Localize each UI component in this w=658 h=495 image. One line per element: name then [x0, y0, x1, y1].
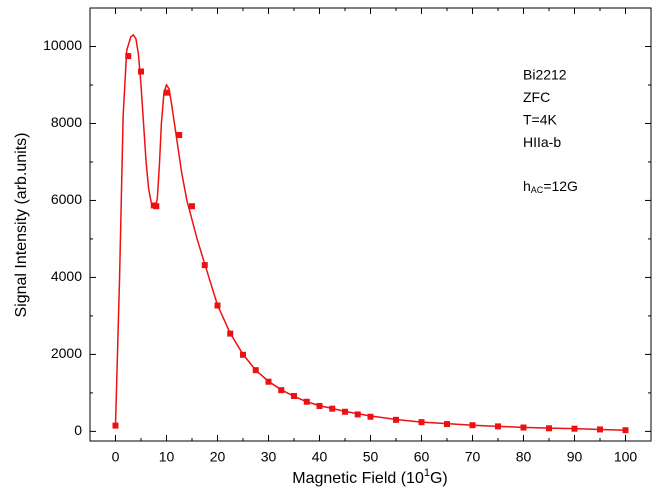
y-tick-label: 2000	[51, 345, 82, 361]
x-tick-label: 100	[614, 449, 638, 465]
annotation: Bi2212	[523, 67, 567, 83]
x-tick-label: 60	[414, 449, 430, 465]
annotation: HIIa-b	[523, 134, 561, 150]
annotation: hAC=12G	[523, 178, 578, 196]
data-point	[189, 203, 195, 210]
plot-frame	[89, 7, 652, 442]
x-axis-label: Magnetic Field (101G)	[292, 467, 448, 487]
y-tick-label: 10000	[43, 37, 82, 53]
y-tick-label: 0	[74, 422, 82, 438]
annotation: T=4K	[523, 112, 558, 128]
x-tick-label: 90	[567, 449, 583, 465]
x-tick-label: 30	[261, 449, 277, 465]
data-point	[138, 68, 144, 75]
y-tick-label: 6000	[51, 191, 82, 207]
x-tick-label: 70	[465, 449, 481, 465]
y-tick-label: 4000	[51, 268, 82, 284]
x-axis-label-rest: G)	[430, 470, 448, 487]
data-point	[367, 413, 374, 420]
data-point	[176, 132, 183, 139]
x-tick-label: 40	[312, 449, 328, 465]
annotation-text: h	[523, 178, 531, 194]
y-tick-label: 8000	[51, 114, 82, 130]
annotation-sub: AC	[531, 185, 544, 195]
x-tick-label: 80	[516, 449, 532, 465]
data-point	[163, 89, 170, 96]
x-tick-label: 20	[210, 449, 226, 465]
annotation: ZFC	[523, 89, 550, 105]
x-axis-label-sup: 1	[424, 467, 430, 479]
data-point	[125, 53, 132, 60]
x-tick-label: 0	[112, 449, 120, 465]
x-tick-label: 10	[159, 449, 175, 465]
y-axis-label: Signal Intensity (arb.units)	[13, 133, 30, 318]
fit-line	[114, 33, 626, 431]
annotation-rest: =12G	[543, 178, 578, 194]
x-axis-label-text: Magnetic Field (10	[292, 470, 424, 487]
data-point	[354, 411, 361, 418]
x-tick-label: 50	[363, 449, 379, 465]
